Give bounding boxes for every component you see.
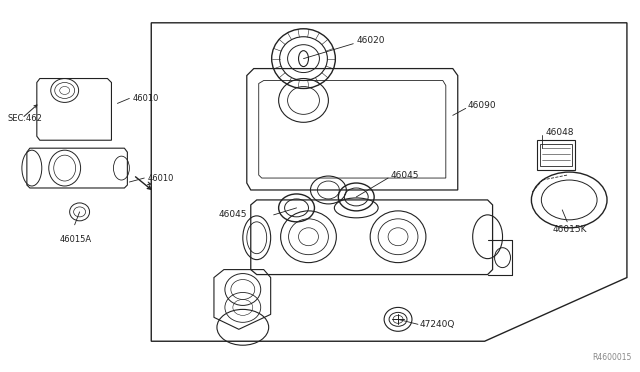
Bar	[538, 140, 575, 170]
Text: 46010: 46010	[132, 94, 159, 103]
Text: 46045: 46045	[390, 170, 419, 180]
Text: 46020: 46020	[356, 36, 385, 45]
Text: SEC.462: SEC.462	[8, 114, 43, 123]
Text: 46015A: 46015A	[60, 235, 92, 244]
Text: 46015K: 46015K	[552, 225, 587, 234]
Text: R4600015: R4600015	[592, 353, 632, 362]
Text: 46010: 46010	[147, 174, 173, 183]
Text: 46048: 46048	[545, 128, 574, 137]
Text: 46045: 46045	[219, 210, 248, 219]
Text: 46090: 46090	[468, 101, 497, 110]
Bar	[540, 144, 572, 166]
Text: 47240Q: 47240Q	[420, 320, 455, 329]
